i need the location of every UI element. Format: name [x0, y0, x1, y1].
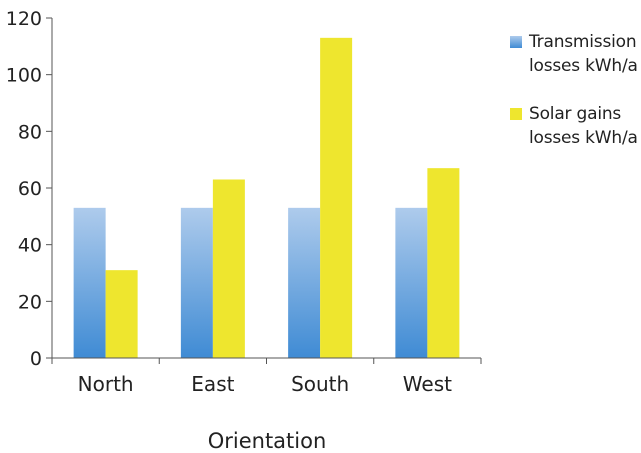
x-tick-label: West	[403, 372, 452, 396]
y-axis: 0 20 40 60 80 100 120	[6, 8, 53, 370]
legend-label-solar: Solar gains losses kWh/a	[529, 104, 638, 148]
legend-label-transmission: Transmission losses kWh/a	[529, 32, 638, 76]
legend-swatch-transmission	[510, 36, 522, 48]
bar-transmission-east	[180, 207, 213, 358]
bar-transmission-north	[73, 207, 106, 358]
bar-solar-south	[320, 37, 353, 358]
x-axis-label: Orientation	[208, 429, 327, 453]
y-tick-label: 40	[18, 235, 42, 257]
y-tick-label: 80	[18, 121, 42, 143]
x-tick-label: East	[191, 372, 234, 396]
bar-solar-west	[427, 168, 460, 358]
legend-item-solar: Solar gains losses kWh/a	[510, 102, 638, 150]
bar-transmission-west	[395, 207, 428, 358]
x-tick-label: North	[78, 372, 134, 396]
x-axis: North East South West	[51, 357, 482, 396]
legend-item-transmission: Transmission losses kWh/a	[510, 30, 638, 78]
y-tick-label: 60	[18, 178, 42, 200]
bar-solar-north	[105, 270, 138, 358]
y-tick-label: 0	[30, 348, 42, 370]
y-tick-label: 20	[18, 291, 42, 313]
bar-solar-east	[212, 179, 245, 358]
bars	[73, 37, 460, 358]
y-tick-label: 120	[6, 8, 42, 30]
y-tick-label: 100	[6, 65, 42, 87]
legend: Transmission losses kWh/a Solar gains lo…	[510, 30, 638, 174]
bar-transmission-south	[288, 207, 321, 358]
legend-swatch-solar	[510, 108, 522, 120]
x-tick-label: South	[291, 372, 349, 396]
